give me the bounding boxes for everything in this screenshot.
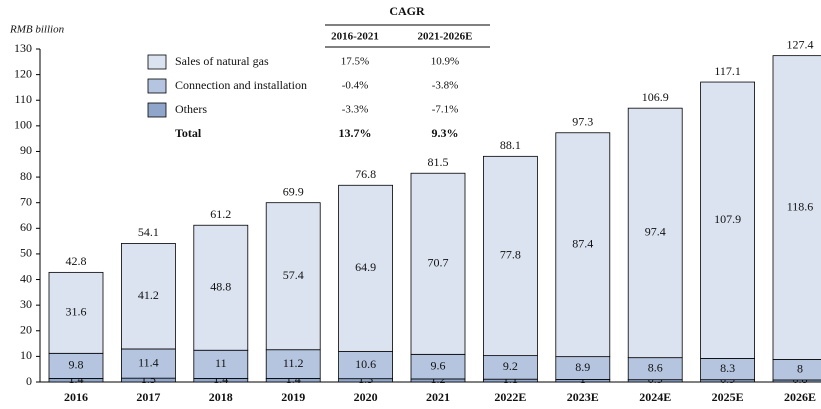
table-cell: 10.9% — [431, 56, 459, 68]
bar-segment — [48, 352, 104, 379]
total-label: 117.1 — [714, 64, 741, 78]
x-tick-label: 2017 — [136, 390, 160, 404]
table-cell: 17.5% — [341, 56, 369, 68]
legend-swatch — [147, 54, 167, 70]
table-cell: -0.4% — [342, 80, 369, 92]
legend-swatch — [147, 78, 167, 94]
y-tick-label: 100 — [14, 118, 32, 132]
table-column-header: 2021-2026E — [418, 31, 473, 43]
y-tick-label: 10 — [20, 348, 32, 362]
y-tick-label: 120 — [14, 66, 32, 80]
x-tick-label: 2016 — [64, 390, 88, 404]
segment-label: 41.2 — [138, 288, 159, 302]
bar-segment — [338, 184, 394, 352]
y-tick-label: 50 — [20, 246, 32, 260]
legend-swatch — [147, 102, 167, 118]
segment-label: 8 — [797, 361, 803, 375]
table-column-header: 2016-2021 — [331, 31, 379, 43]
bar-segment — [482, 155, 538, 357]
segment-label: 10.6 — [355, 357, 376, 371]
total-label: 81.5 — [428, 155, 449, 169]
segment-label: 9.6 — [431, 358, 446, 372]
total-label: 61.2 — [210, 207, 231, 221]
x-tick-label: 2025E — [712, 390, 744, 404]
bar-segment — [627, 107, 683, 359]
y-tick-label: 30 — [20, 297, 32, 311]
segment-label: 8.6 — [648, 360, 663, 374]
bar-segment — [555, 132, 611, 358]
bar-segment — [700, 81, 755, 359]
segment-label: 9.2 — [503, 359, 518, 373]
segment-label: 48.8 — [210, 279, 231, 293]
y-tick-label: 60 — [20, 220, 32, 234]
y-tick-label: 80 — [20, 169, 32, 183]
legend-label: Sales of natural gas — [175, 54, 269, 68]
bar-segment — [121, 348, 176, 379]
x-tick-label: 2023E — [567, 390, 599, 404]
bar-segment — [265, 349, 321, 379]
x-tick-label: 2021 — [426, 390, 450, 404]
segment-label: 97.4 — [645, 225, 666, 239]
x-tick-label: 2018 — [209, 390, 233, 404]
table-title: CAGR — [389, 4, 425, 18]
segment-label: 87.4 — [572, 236, 593, 250]
legend-label: Total — [175, 126, 202, 140]
total-label: 127.4 — [787, 37, 814, 51]
bar-segment — [48, 271, 104, 354]
segment-label: 64.9 — [355, 260, 376, 274]
table-cell: 9.3% — [432, 126, 459, 140]
bar-segment — [265, 202, 321, 351]
legend-label: Connection and installation — [175, 78, 307, 92]
total-label: 69.9 — [283, 184, 304, 198]
y-tick-label: 70 — [20, 194, 32, 208]
segment-label: 118.6 — [787, 199, 814, 213]
segment-label: 11.2 — [283, 356, 304, 370]
table-cell: 13.7% — [339, 126, 372, 140]
segment-label: 8.9 — [575, 360, 590, 374]
total-label: 54.1 — [138, 225, 159, 239]
segment-label: 57.4 — [283, 268, 304, 282]
bar-segment — [410, 353, 466, 380]
segment-label: 31.6 — [66, 305, 87, 319]
total-label: 42.8 — [66, 254, 87, 268]
y-tick-label: 20 — [20, 323, 32, 337]
segment-label: 8.3 — [720, 361, 735, 375]
y-tick-label: 130 — [14, 41, 32, 55]
segment-label: 11 — [215, 356, 227, 370]
x-tick-label: 2026E — [784, 390, 816, 404]
table-cell: -3.8% — [432, 80, 459, 92]
bar-segment — [193, 224, 249, 351]
table-cell: -7.1% — [432, 104, 459, 116]
x-tick-label: 2019 — [281, 390, 305, 404]
bar-segment — [338, 351, 394, 380]
x-tick-label: 2024E — [639, 390, 671, 404]
segment-label: 11.4 — [138, 355, 159, 369]
legend-label: Others — [175, 102, 207, 116]
x-tick-label: 2020 — [354, 390, 378, 404]
segment-label: 107.9 — [714, 212, 741, 226]
bar-segment — [121, 243, 176, 350]
total-label: 106.9 — [642, 90, 669, 104]
segment-label: 9.8 — [69, 358, 84, 372]
bar-segment — [410, 172, 466, 355]
total-label: 76.8 — [355, 167, 376, 181]
y-tick-label: 90 — [20, 143, 32, 157]
y-tick-label: 0 — [26, 374, 32, 388]
segment-label: 70.7 — [428, 256, 449, 270]
total-label: 88.1 — [500, 138, 521, 152]
y-axis-label: RMB billion — [9, 24, 65, 36]
y-tick-label: 110 — [14, 92, 32, 106]
x-tick-label: 2022E — [494, 390, 526, 404]
table-cell: -3.3% — [342, 104, 369, 116]
y-tick-label: 40 — [20, 271, 32, 285]
bar-segment — [193, 349, 249, 379]
total-label: 97.3 — [572, 115, 593, 129]
segment-label: 77.8 — [500, 248, 521, 262]
bar-segment — [772, 55, 821, 360]
